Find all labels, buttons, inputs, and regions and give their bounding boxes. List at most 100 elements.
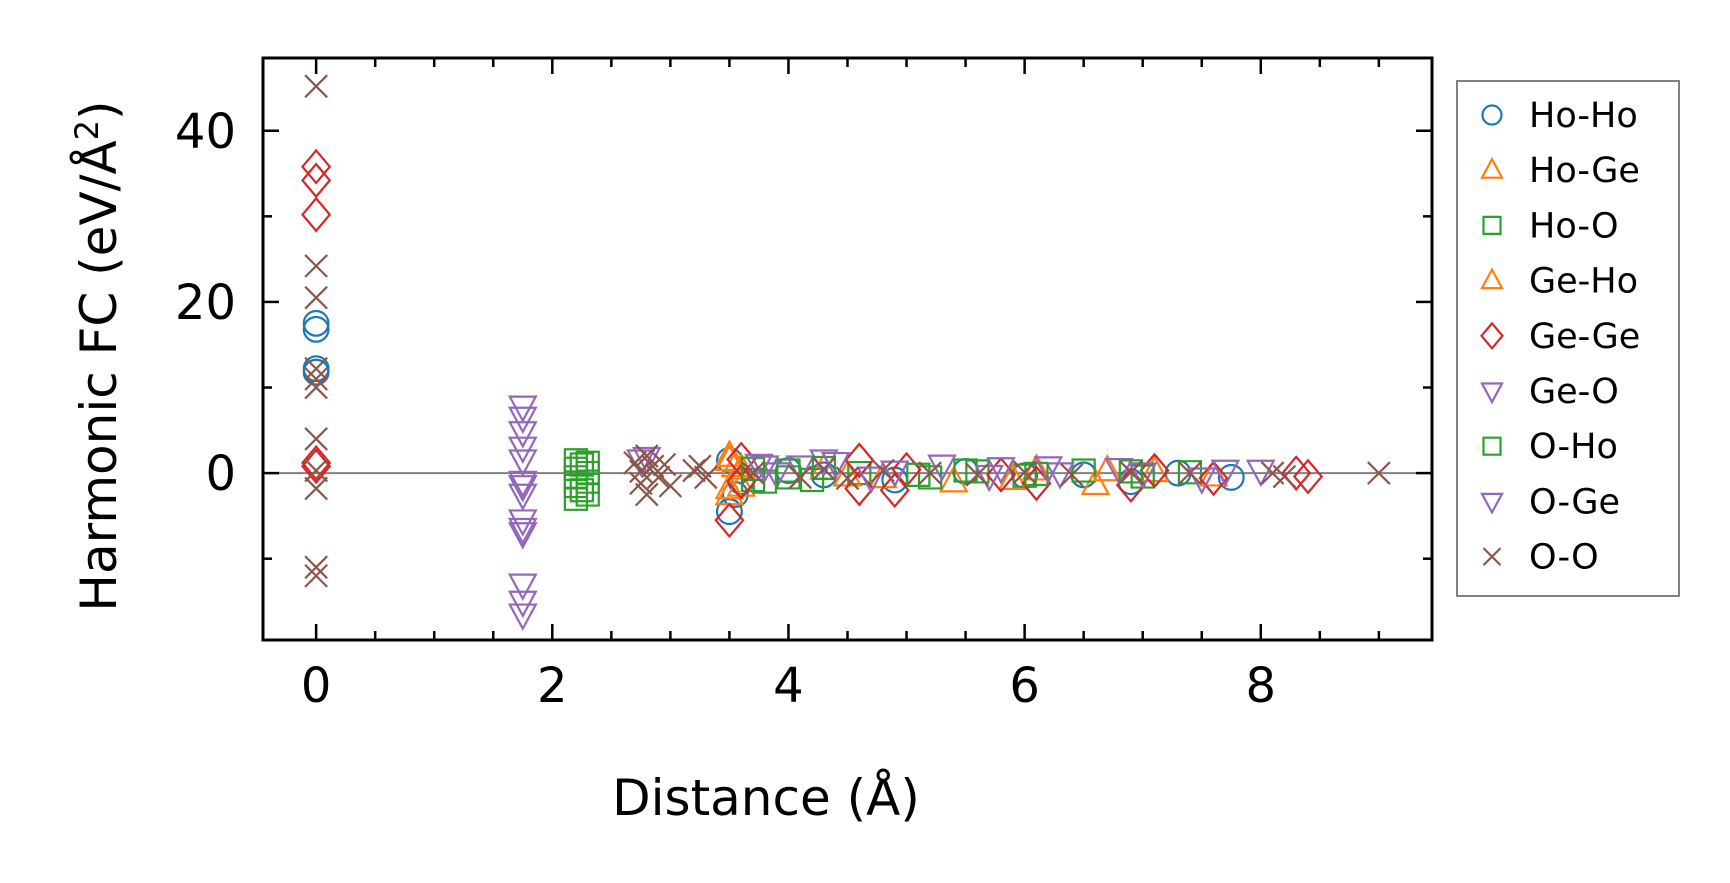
data-point [974, 464, 1005, 493]
data-point [1272, 464, 1297, 489]
data-point [507, 470, 538, 499]
data-point [820, 451, 851, 480]
data-point [965, 459, 990, 484]
data-point [575, 482, 600, 507]
data-point [682, 458, 706, 483]
data-point [507, 573, 538, 601]
legend-item: Ho-Ho [1481, 96, 1638, 136]
data-point [1012, 460, 1037, 485]
legend-label: O-Ho [1529, 427, 1618, 467]
data-point [563, 486, 589, 511]
data-point [918, 461, 942, 485]
data-point [1119, 460, 1143, 485]
data-point [799, 467, 825, 493]
data-point [301, 444, 332, 481]
data-point [1024, 461, 1049, 487]
data-point [1186, 467, 1217, 495]
data-point [304, 555, 328, 580]
data-point [953, 458, 978, 483]
y-tick-label: 40 [175, 104, 236, 160]
data-point [1060, 462, 1084, 487]
legend-label: Ho-O [1529, 206, 1619, 246]
data-point [871, 458, 895, 483]
y-tick-label: 20 [175, 275, 236, 331]
data-point [304, 427, 328, 451]
legend: Ho-Ho Ho-Ge Ho-O Ge-Ho Ge-Ge Ge-O O-Ho O-Ge O-O [1456, 80, 1680, 597]
data-point [646, 465, 671, 490]
data-point [629, 471, 653, 496]
series-ge-o [507, 395, 1276, 631]
plot-frame [261, 56, 1434, 642]
legend-item: Ge-Ge [1480, 317, 1640, 357]
legend-label: O-O [1529, 538, 1599, 578]
legend-label: Ho-Ho [1529, 96, 1638, 136]
y-tick-label: 0 [205, 446, 236, 502]
data-point [879, 460, 910, 489]
data-point [844, 470, 875, 507]
legend-label: Ho-Ge [1529, 151, 1640, 191]
y-axis-title: Harmonic FC (eV/Å2) [68, 100, 128, 611]
data-point [965, 462, 990, 487]
data-point [812, 456, 836, 481]
data-point [1292, 458, 1324, 495]
data-point [761, 462, 792, 490]
data-point [304, 367, 328, 391]
legend-label: O-Ge [1529, 482, 1620, 522]
data-point [741, 461, 765, 485]
data-point [776, 465, 801, 490]
data-point [1245, 459, 1276, 488]
legend-item: O-O [1482, 538, 1599, 578]
data-point [507, 475, 538, 503]
data-point [1127, 462, 1158, 490]
data-point [1033, 456, 1064, 484]
data-point [507, 421, 538, 449]
data-point [785, 455, 816, 483]
legend-item: O-Ho [1482, 427, 1618, 467]
data-point [835, 466, 860, 491]
y-axis-title-sup: 2 [68, 120, 106, 140]
data-point [304, 375, 328, 400]
x-tick-label: 2 [537, 658, 568, 714]
data-point [302, 358, 330, 386]
x-tick-label: 0 [301, 658, 332, 714]
legend-marker [1482, 436, 1502, 456]
series-o-o [304, 74, 1391, 588]
data-point [658, 474, 683, 498]
data-point [714, 443, 745, 472]
data-point [304, 285, 328, 310]
data-point [507, 483, 538, 512]
data-point [507, 517, 538, 546]
legend-item: Ho-Ge [1480, 151, 1640, 191]
data-point [304, 254, 328, 278]
data-point [1104, 457, 1134, 486]
legend-item: Ho-O [1482, 206, 1619, 246]
data-point [302, 309, 330, 337]
y-axis-title-main: Harmonic FC (eV/Å [70, 140, 128, 611]
data-point [507, 406, 538, 435]
data-point [688, 454, 712, 479]
data-point [938, 465, 969, 493]
legend-label: Ge-Ho [1529, 262, 1638, 302]
x-axis-title: Distance (Å) [612, 769, 920, 827]
x-tick-label: 4 [773, 658, 804, 714]
data-point [652, 452, 677, 477]
legend-label: Ge-Ge [1529, 317, 1640, 357]
data-point [693, 465, 718, 490]
legend-marker [1480, 492, 1504, 515]
data-point [629, 459, 653, 484]
legend-marker [1482, 547, 1502, 566]
data-point [1198, 460, 1229, 497]
data-point [304, 356, 328, 381]
legend-marker [1480, 156, 1504, 179]
x-tick-label: 6 [1009, 658, 1040, 714]
data-point [507, 522, 538, 550]
series-o-ge [507, 406, 1241, 550]
data-point [302, 315, 330, 343]
y-axis-title-tail: ) [70, 100, 128, 120]
data-point [714, 471, 745, 500]
data-point [304, 74, 328, 99]
data-point [856, 466, 886, 494]
data-point [569, 478, 594, 503]
data-point [634, 482, 659, 507]
